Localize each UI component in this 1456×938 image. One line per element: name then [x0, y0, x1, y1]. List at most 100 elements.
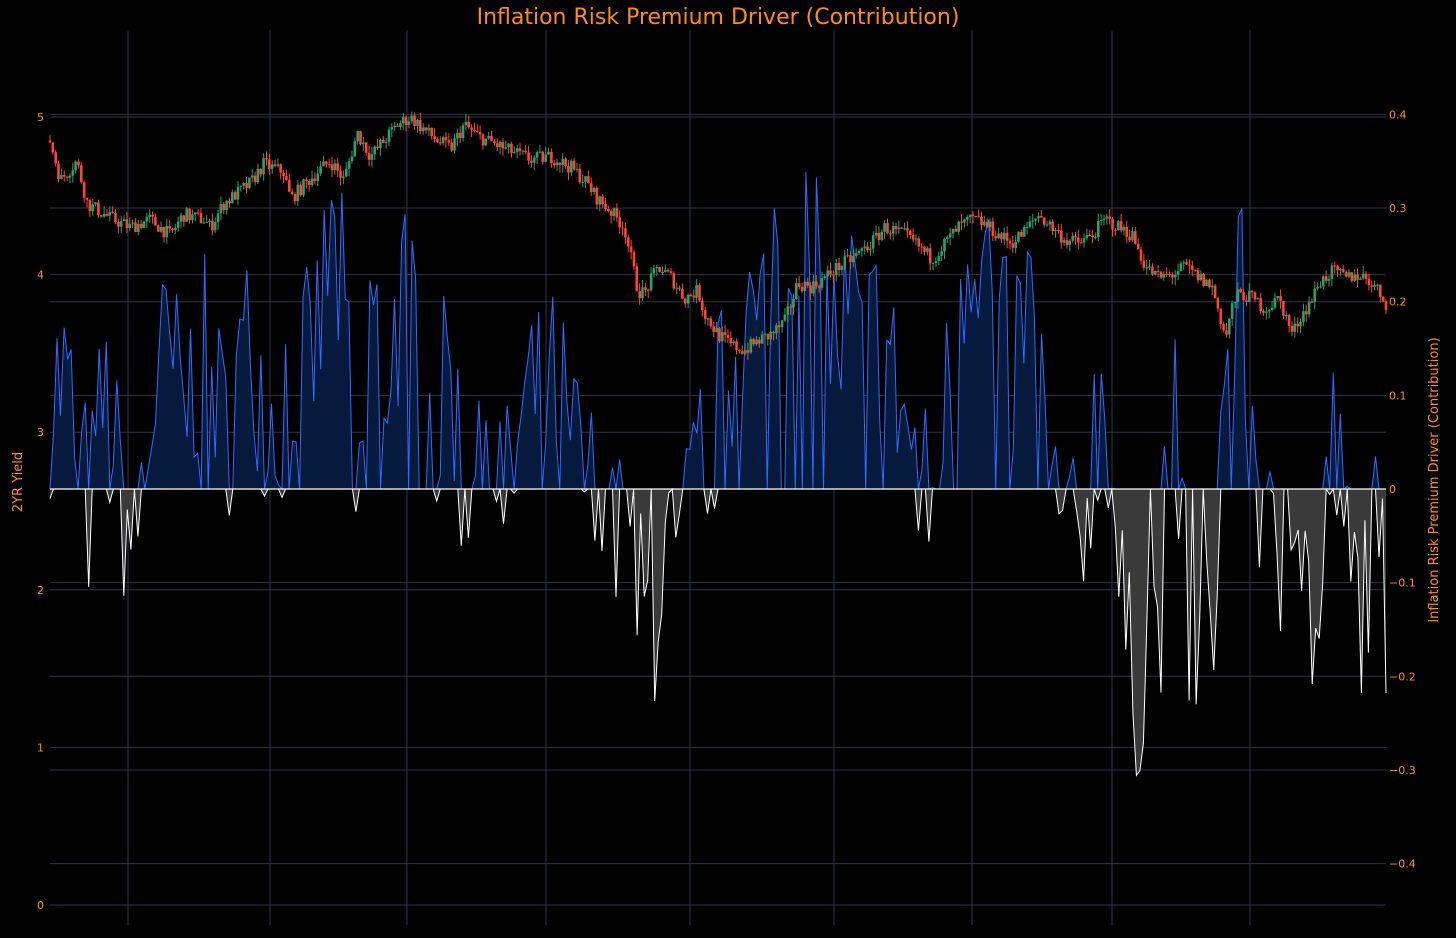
- candle-down-body: [1091, 235, 1094, 238]
- irp-negative-line: [49, 487, 1387, 777]
- candle-down-body: [1136, 243, 1140, 250]
- candle-up-body: [840, 266, 844, 270]
- candle-up-body: [652, 268, 656, 274]
- candle-up-body: [957, 221, 960, 232]
- candle-down-body: [692, 295, 696, 298]
- candle-down-body: [550, 151, 553, 164]
- candle-up-body: [544, 154, 547, 162]
- candle-down-body: [1279, 296, 1282, 301]
- candle-down-body: [1342, 269, 1345, 273]
- candle-down-body: [1208, 279, 1211, 288]
- candle-down-body: [134, 222, 137, 233]
- candle-up-body: [1062, 240, 1066, 243]
- candle-down-body: [1119, 221, 1123, 231]
- candle-down-body: [1134, 231, 1137, 244]
- candle-up-body: [416, 119, 419, 126]
- candle-down-body: [1185, 262, 1188, 265]
- candle-down-body: [595, 187, 599, 205]
- candle-up-body: [846, 255, 849, 257]
- candle-up-body: [1330, 265, 1334, 279]
- candle-down-body: [313, 178, 317, 181]
- candle-up-body: [860, 248, 864, 251]
- candle-up-body: [575, 168, 579, 170]
- candle-down-body: [1051, 221, 1054, 232]
- candle-up-body: [533, 157, 536, 163]
- candle-down-body: [182, 215, 186, 222]
- candle-down-body: [396, 125, 399, 127]
- candle-down-body: [424, 127, 428, 131]
- candle-down-body: [1336, 265, 1339, 271]
- candle-down-body: [125, 219, 129, 228]
- candle-up-body: [641, 287, 644, 299]
- candle-down-body: [430, 127, 433, 136]
- candle-up-body: [786, 306, 790, 315]
- candle-up-body: [1347, 272, 1351, 277]
- candle-up-body: [179, 215, 183, 222]
- candle-up-body: [208, 220, 211, 223]
- candle-up-body: [373, 146, 376, 155]
- candle-up-body: [1302, 311, 1305, 322]
- candle-down-body: [117, 222, 120, 227]
- candle-up-body: [581, 181, 584, 183]
- candle-up-body: [951, 228, 955, 234]
- candle-up-body: [1105, 216, 1109, 219]
- candle-down-body: [325, 161, 328, 165]
- candle-up-body: [1162, 273, 1166, 278]
- candle-up-body: [1359, 278, 1362, 280]
- candle-up-body: [883, 223, 886, 232]
- right-tick-label: −0.4: [1389, 858, 1416, 871]
- candle-up-body: [119, 221, 123, 227]
- candle-up-body: [1210, 285, 1214, 288]
- candle-up-body: [931, 262, 935, 264]
- candle-down-body: [1011, 243, 1015, 248]
- candle-down-body: [1310, 301, 1314, 303]
- candle-up-body: [1376, 284, 1379, 286]
- candle-down-body: [211, 220, 214, 231]
- candle-down-body: [470, 127, 473, 130]
- candle-up-body: [310, 178, 314, 185]
- candle-down-body: [1074, 235, 1077, 238]
- candle-up-body: [755, 339, 758, 345]
- candle-down-body: [444, 137, 448, 141]
- candle-up-body: [504, 147, 508, 149]
- right-tick-label: −0.1: [1389, 577, 1416, 590]
- candle-up-body: [880, 231, 884, 240]
- candle-up-body: [1256, 298, 1260, 300]
- candle-down-body: [994, 236, 997, 239]
- candle-up-body: [102, 214, 106, 217]
- candle-down-body: [1324, 276, 1328, 281]
- candle-down-body: [624, 228, 627, 238]
- candle-up-body: [661, 272, 664, 273]
- candle-up-body: [538, 151, 542, 153]
- candle-up-body: [820, 278, 824, 288]
- candle-down-body: [797, 283, 801, 287]
- candle-up-body: [362, 142, 365, 145]
- left-tick-label: 1: [37, 741, 44, 754]
- candle-down-body: [817, 286, 821, 288]
- candle-up-body: [1122, 226, 1126, 231]
- candle-down-body: [1356, 274, 1359, 280]
- candle-down-body: [658, 266, 661, 273]
- candle-down-body: [1242, 291, 1245, 301]
- candle-up-body: [487, 136, 490, 139]
- candle-up-body: [891, 226, 895, 234]
- candle-up-body: [353, 141, 357, 157]
- irp-area-series: [49, 171, 1387, 777]
- candle-up-body: [276, 164, 280, 166]
- candle-up-body: [823, 276, 827, 278]
- candle-down-body: [758, 339, 761, 344]
- candle-down-body: [527, 152, 530, 161]
- candle-up-body: [1313, 288, 1317, 303]
- candle-down-body: [413, 115, 416, 126]
- candle-down-body: [971, 214, 975, 216]
- candle-down-body: [1191, 265, 1194, 270]
- candle-up-body: [316, 173, 320, 181]
- candle-up-body: [1228, 318, 1231, 335]
- candle-down-body: [1262, 311, 1265, 313]
- candle-down-body: [789, 306, 792, 308]
- candle-up-body: [165, 225, 169, 238]
- candle-down-body: [364, 142, 368, 153]
- candle-down-body: [709, 318, 713, 327]
- candle-up-body: [1319, 286, 1322, 288]
- candle-down-body: [1111, 218, 1114, 230]
